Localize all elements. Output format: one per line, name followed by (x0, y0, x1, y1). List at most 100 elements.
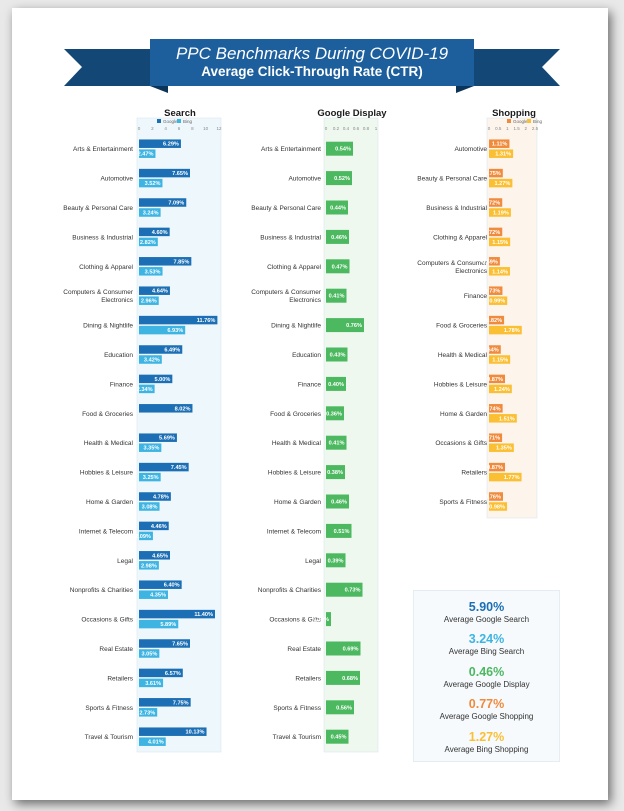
search-category-label: Clothing & Apparel (79, 264, 133, 271)
display-data-label: 0.51% (334, 529, 350, 535)
display-bar (326, 670, 360, 685)
display-bar (326, 465, 345, 480)
shopping-bar (489, 462, 506, 472)
shopping-tick-label: 1.5 (513, 126, 520, 131)
search-data-label: 2.82% (140, 240, 156, 246)
display-category-label: Dining & Nightlife (271, 323, 321, 330)
shopping-tick-label: 0.5 (495, 126, 502, 131)
banner-right-fold (456, 86, 474, 93)
summary-google-shopping: 0.77% Average Google Shopping (414, 697, 559, 721)
shopping-data-label: 1.77% (504, 475, 520, 481)
shopping-category-label: Hobbies & Leisure (434, 381, 487, 388)
display-data-label: 0.54% (335, 147, 351, 153)
display-bar (326, 347, 348, 362)
shopping-data-label: 0.72% (484, 230, 500, 236)
display-bar (326, 200, 348, 215)
shopping-category-label: Sports & Fitness (439, 499, 487, 506)
search-bar (139, 462, 189, 472)
shopping-bar (489, 208, 511, 217)
display-tick-label: 0.6 (353, 126, 360, 131)
search-category-label: Finance (110, 381, 134, 388)
shopping-data-label: 0.98% (489, 505, 505, 511)
summary-box: 5.90% Average Google Search 3.24% Averag… (413, 590, 560, 762)
search-bar (139, 149, 156, 158)
banner-right-tail (474, 49, 560, 86)
display-bar (326, 523, 352, 538)
search-legend-label: Bing (183, 119, 193, 124)
display-data-label: 0.69% (343, 647, 359, 653)
shopping-bar (489, 325, 522, 335)
display-category-label: Beauty & Personal Care (251, 205, 321, 212)
search-data-label: 3.53% (145, 269, 161, 275)
search-bar (139, 296, 159, 305)
search-bar (139, 727, 207, 736)
search-data-label: 6.29% (163, 142, 179, 148)
search-data-label: 6.57% (165, 671, 181, 677)
shopping-data-label: 0.87% (487, 377, 503, 383)
display-data-label: 0.38% (327, 470, 343, 476)
shopping-bar (489, 315, 505, 325)
search-bar (139, 492, 171, 501)
shopping-data-label: 0.75% (485, 171, 501, 177)
display-category-label: Legal (305, 558, 321, 565)
shopping-bar (489, 492, 503, 501)
search-bar (139, 609, 215, 619)
search-data-label: 4.78% (153, 495, 169, 501)
summary-bing-shopping: 1.27% Average Bing Shopping (414, 730, 559, 754)
shopping-bar (489, 237, 511, 247)
search-legend-label: Google (163, 119, 178, 124)
search-bar (139, 521, 169, 531)
display-bar (326, 435, 347, 450)
search-bar (139, 639, 190, 648)
summary-value: 0.77% (468, 697, 505, 711)
search-data-label: 3.08% (142, 505, 158, 511)
search-bar (139, 737, 166, 746)
summary-label: Average Google Search (443, 615, 530, 624)
display-chart-title: Google Display (317, 108, 387, 119)
search-data-label: 2.47% (138, 152, 154, 158)
shopping-bar (489, 355, 511, 364)
search-bar (139, 649, 160, 658)
display-data-label: 0.44% (330, 206, 346, 212)
search-bar (139, 708, 158, 717)
summary-value: 1.27% (468, 730, 505, 744)
summary-label: Average Google Shopping (439, 712, 534, 721)
page-subtitle: Average Click-Through Rate (CTR) (201, 64, 423, 79)
display-category-label: Nonprofits & Charities (258, 587, 322, 594)
shopping-bar (489, 168, 503, 178)
shopping-category-label: Health & Medical (438, 352, 488, 359)
shopping-bar (489, 502, 508, 511)
search-category-label: Computers & Consumer (63, 289, 134, 296)
summary-bing-search: 3.24% Average Bing Search (414, 632, 559, 656)
display-category-label: Home & Garden (274, 499, 321, 506)
search-data-label: 7.65% (172, 642, 188, 648)
title-banner (64, 39, 560, 93)
shopping-category-label: Electronics (455, 268, 488, 275)
search-data-label: 7.65% (172, 171, 188, 177)
search-bar (139, 168, 190, 178)
search-data-label: 3.24% (143, 211, 159, 217)
search-bar (139, 227, 170, 237)
display-bar (326, 318, 364, 333)
shopping-category-label: Occasions & Gifts (435, 440, 487, 447)
shopping-bar (489, 345, 501, 354)
display-category-label: Automotive (288, 176, 321, 183)
search-data-label: 6.49% (164, 348, 180, 354)
search-category-label: Beauty & Personal Care (63, 205, 133, 212)
search-data-label: 7.09% (168, 201, 184, 207)
display-category-label: Health & Medical (272, 440, 322, 447)
search-bar (139, 551, 170, 560)
search-data-label: 3.61% (145, 681, 161, 687)
display-bar (326, 612, 331, 627)
display-data-label: 0.36% (326, 411, 342, 417)
shopping-category-label: Retailers (461, 470, 487, 477)
search-bar (139, 531, 153, 541)
search-data-label: 2.34% (137, 387, 153, 393)
search-data-label: 4.60% (152, 230, 168, 236)
search-category-label: Nonprofits & Charities (70, 587, 134, 594)
display-data-label: 0.68% (342, 676, 358, 682)
shopping-category-label: Food & Groceries (436, 323, 488, 330)
display-bar (326, 729, 349, 744)
shopping-legend-label: Google (513, 119, 528, 124)
